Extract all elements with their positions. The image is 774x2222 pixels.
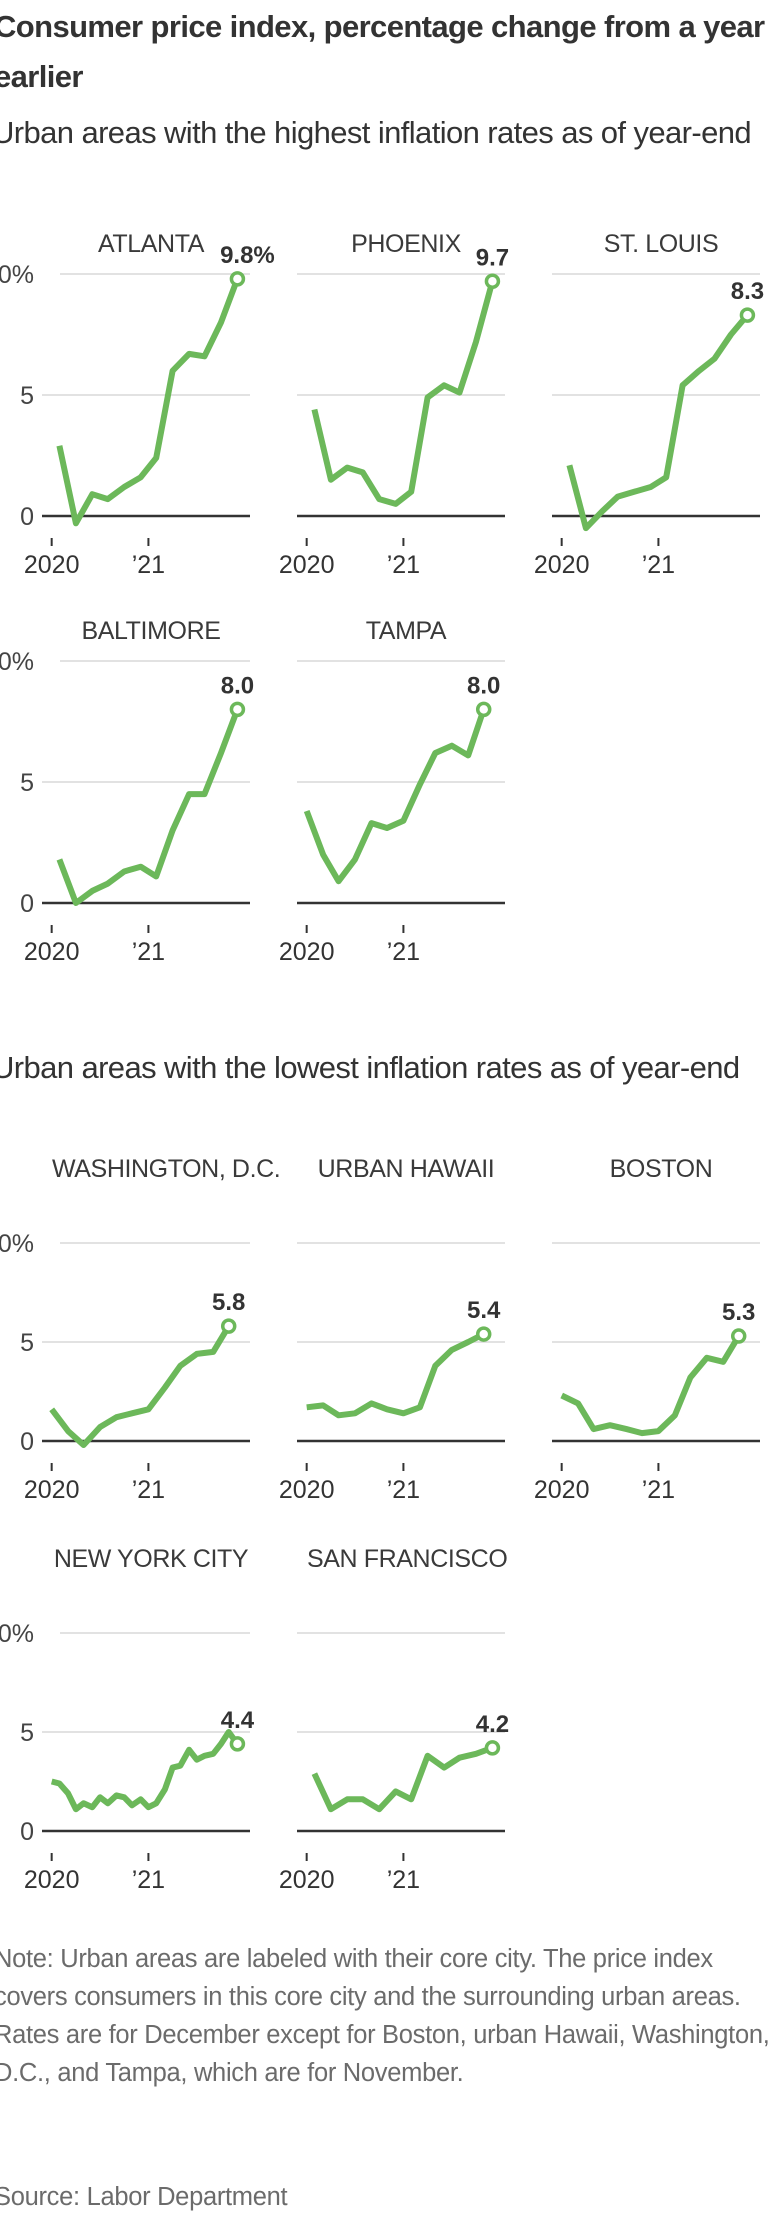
city-title: WASHINGTON, D.C. — [52, 1155, 281, 1183]
x-tick-label: ’21 — [132, 1476, 165, 1504]
city-line-chart: 2020 ’21 8.0 — [279, 660, 505, 966]
end-value-label: 5.8 — [212, 1289, 245, 1316]
city-panel: WASHINGTON, D.C. 10% 5 0 2020 ’21 5.8 — [0, 1155, 281, 1504]
end-point-marker — [220, 1318, 237, 1334]
city-panel: NEW YORK CITY 10% 5 0 2020 ’21 4.4 — [0, 1545, 260, 1894]
end-value-label: 4.2 — [476, 1711, 509, 1738]
y-tick-label: 10% — [0, 1620, 34, 1648]
series-line — [49, 1324, 232, 1448]
chart-note: Note: Urban areas are labeled with their… — [0, 1945, 770, 2087]
city-title: PHOENIX — [351, 230, 461, 258]
end-value-label: 5.3 — [722, 1299, 755, 1326]
x-tick-label: 2020 — [24, 551, 80, 579]
end-value-label: 5.4 — [467, 1297, 501, 1324]
end-point-marker — [730, 1328, 747, 1344]
x-tick-label: ’21 — [642, 1476, 675, 1504]
city-panel: TAMPA 2020 ’21 8.0 — [255, 617, 515, 966]
y-tick-label: 10% — [0, 1230, 34, 1258]
end-point-marker — [229, 271, 246, 287]
x-tick-label: 2020 — [24, 938, 80, 966]
city-title: BALTIMORE — [81, 617, 221, 645]
x-tick-label: ’21 — [132, 551, 165, 579]
x-tick-label: 2020 — [279, 1866, 335, 1894]
city-title: BOSTON — [609, 1155, 713, 1183]
x-tick-label: 2020 — [279, 1476, 335, 1504]
chart-source: Source: Labor Department — [0, 2183, 288, 2211]
series-line — [303, 708, 487, 885]
series-line — [560, 1334, 742, 1437]
city-title: TAMPA — [365, 617, 447, 645]
x-tick-label: ’21 — [642, 551, 675, 579]
series-line — [306, 1331, 486, 1419]
y-tick-label: 5 — [20, 769, 34, 797]
x-tick-label: ’21 — [387, 938, 420, 966]
city-panel: SAN FRANCISCO 2020 ’21 4.2 — [255, 1545, 515, 1894]
end-point-marker — [484, 1740, 501, 1756]
series-line — [311, 280, 496, 507]
city-line-chart: 2020 ’21 5.3 — [534, 1242, 760, 1504]
series-line — [56, 277, 241, 527]
city-panel: URBAN HAWAII 2020 ’21 5.4 — [255, 1155, 515, 1504]
end-point-marker — [229, 1736, 246, 1752]
city-panel: ATLANTA 10% 5 0 2020 ’21 9.8% — [0, 230, 275, 579]
city-line-chart: 10% 5 0 2020 ’21 8.0 — [0, 648, 254, 966]
y-tick-label: 10% — [0, 648, 34, 676]
end-value-label: 8.3 — [731, 278, 764, 305]
x-tick-label: ’21 — [132, 938, 165, 966]
city-title: SAN FRANCISCO — [307, 1545, 508, 1573]
y-tick-label: 10% — [0, 261, 34, 289]
y-tick-label: 0 — [20, 1428, 34, 1456]
series-line — [50, 1729, 240, 1813]
x-tick-label: ’21 — [387, 1476, 420, 1504]
section-heading-lowest: Urban areas with the lowest inflation ra… — [0, 1050, 740, 1085]
city-panel: BALTIMORE 10% 5 0 2020 ’21 8.0 — [0, 617, 260, 966]
city-title: URBAN HAWAII — [317, 1155, 495, 1183]
section-heading-highest: Urban areas with the highest inflation r… — [0, 115, 752, 150]
x-tick-label: ’21 — [387, 1866, 420, 1894]
end-point-marker — [475, 701, 492, 718]
x-tick-label: 2020 — [534, 1476, 590, 1504]
x-tick-label: ’21 — [387, 551, 420, 579]
end-value-label: 8.0 — [467, 672, 500, 699]
x-tick-label: 2020 — [279, 551, 335, 579]
x-tick-label: 2020 — [24, 1476, 80, 1504]
city-line-chart: 2020 ’21 5.4 — [279, 1242, 505, 1504]
y-tick-label: 0 — [20, 890, 34, 918]
city-line-chart: 10% 5 0 2020 ’21 5.8 — [0, 1230, 250, 1504]
city-panel: PHOENIX 2020 ’21 9.7 — [255, 230, 515, 579]
end-value-label: 4.4 — [221, 1707, 255, 1734]
x-tick-label: 2020 — [279, 938, 335, 966]
city-line-chart: 2020 ’21 8.3 — [534, 273, 764, 579]
city-line-chart: 2020 ’21 9.7 — [279, 244, 509, 579]
x-tick-label: 2020 — [24, 1866, 80, 1894]
end-point-marker — [229, 701, 246, 718]
end-value-label: 9.8% — [220, 242, 275, 269]
chart-title: Consumer price index, percentage change … — [0, 9, 765, 94]
series-line — [566, 313, 750, 532]
y-tick-label: 0 — [20, 1818, 34, 1846]
city-title: ST. LOUIS — [603, 230, 719, 258]
series-line — [311, 1744, 494, 1813]
city-title: ATLANTA — [97, 230, 204, 258]
city-line-chart: 10% 5 0 2020 ’21 4.4 — [0, 1620, 255, 1894]
end-point-marker — [484, 273, 501, 290]
city-line-chart: 10% 5 0 2020 ’21 9.8% — [0, 242, 275, 579]
end-value-label: 8.0 — [221, 672, 254, 699]
end-value-label: 9.7 — [476, 244, 509, 271]
x-tick-label: 2020 — [534, 551, 590, 579]
y-tick-label: 5 — [20, 382, 34, 410]
end-point-marker — [475, 1326, 492, 1342]
city-title: NEW YORK CITY — [53, 1545, 249, 1573]
end-point-marker — [739, 307, 756, 323]
series-line — [56, 708, 241, 906]
x-tick-label: ’21 — [132, 1866, 165, 1894]
y-tick-label: 5 — [20, 1329, 34, 1357]
city-panel: ST. LOUIS 2020 ’21 8.3 — [510, 230, 770, 579]
y-tick-label: 5 — [20, 1719, 34, 1747]
city-line-chart: 2020 ’21 4.2 — [279, 1632, 509, 1894]
y-tick-label: 0 — [20, 503, 34, 531]
city-panel: BOSTON 2020 ’21 5.3 — [510, 1155, 770, 1504]
